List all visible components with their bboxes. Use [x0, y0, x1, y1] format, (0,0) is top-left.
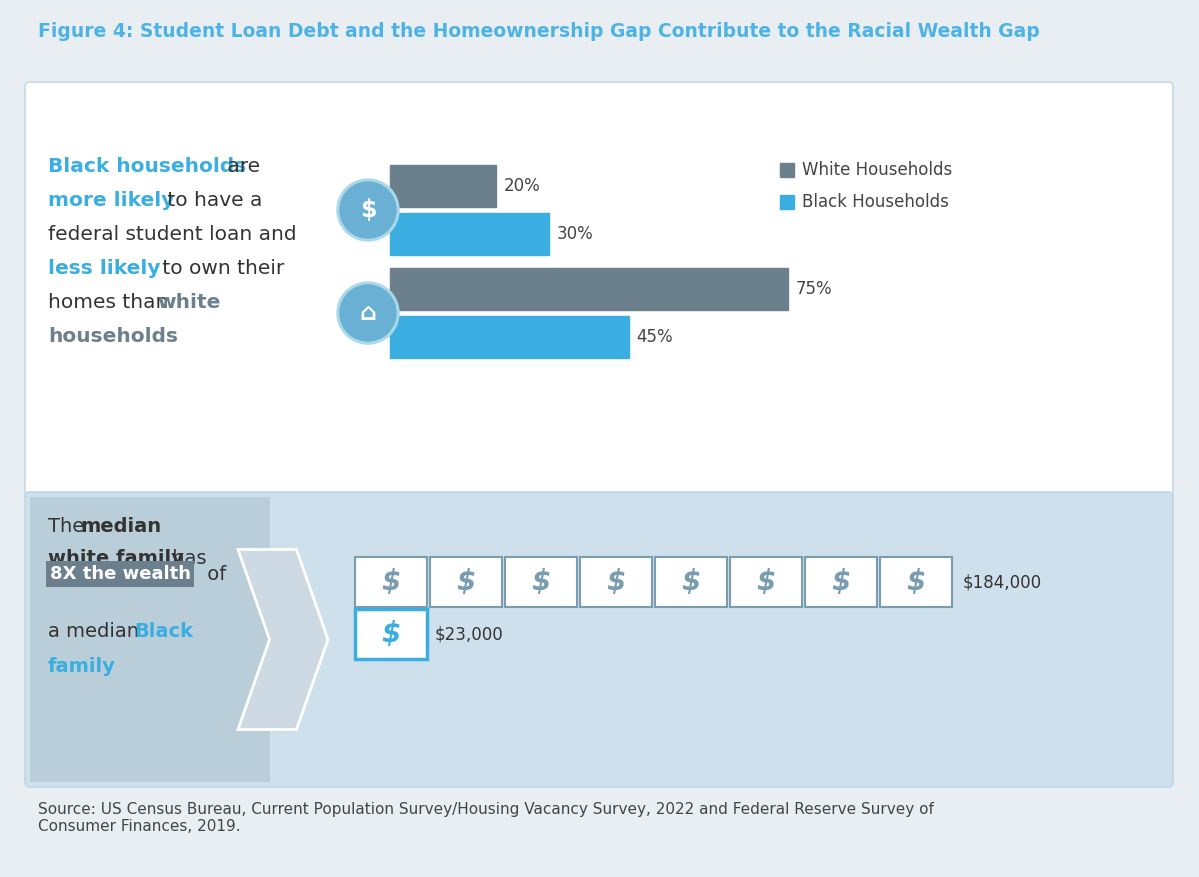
Text: 30%: 30% [558, 225, 594, 243]
Text: $: $ [360, 198, 376, 222]
Text: $: $ [607, 568, 626, 596]
Text: ⌂: ⌂ [360, 301, 376, 325]
Bar [505, 557, 577, 607]
Bar [390, 213, 549, 255]
Text: a median: a median [48, 622, 145, 641]
Bar [781, 163, 794, 177]
Text: $: $ [531, 568, 550, 596]
Text: Black Households: Black Households [802, 193, 948, 211]
Bar [35, 502, 270, 777]
FancyBboxPatch shape [25, 82, 1173, 497]
Bar [355, 557, 427, 607]
Text: Figure 4: Student Loan Debt and the Homeownership Gap Contribute to the Racial W: Figure 4: Student Loan Debt and the Home… [38, 22, 1040, 41]
Text: $: $ [757, 568, 776, 596]
Text: median: median [80, 517, 161, 536]
Bar [390, 268, 788, 310]
Text: Source: US Census Bureau, Current Population Survey/Housing Vacancy Survey, 2022: Source: US Census Bureau, Current Popula… [38, 802, 934, 834]
Text: The: The [48, 517, 90, 536]
Text: households: households [48, 327, 177, 346]
Bar [781, 195, 794, 209]
Text: of: of [201, 565, 227, 583]
Text: Black households: Black households [48, 157, 246, 176]
Text: $: $ [906, 568, 926, 596]
Text: more likely: more likely [48, 191, 174, 210]
Bar [580, 557, 652, 607]
Bar [390, 165, 496, 207]
Text: $: $ [381, 568, 400, 596]
Text: $184,000: $184,000 [963, 573, 1042, 591]
Bar [880, 557, 952, 607]
Bar [655, 557, 727, 607]
Text: 8X the wealth: 8X the wealth [49, 565, 191, 583]
FancyBboxPatch shape [30, 497, 270, 782]
Text: Black: Black [134, 622, 193, 641]
Bar [355, 609, 427, 659]
Text: homes than: homes than [48, 293, 175, 312]
Text: $: $ [681, 568, 700, 596]
Text: White Households: White Households [802, 161, 952, 179]
Text: $23,000: $23,000 [435, 625, 504, 643]
Circle shape [341, 182, 396, 238]
Bar [390, 316, 628, 358]
Bar [805, 557, 876, 607]
Text: less likely: less likely [48, 259, 161, 278]
Text: family: family [48, 657, 116, 676]
Text: to have a: to have a [161, 191, 263, 210]
Bar [430, 557, 502, 607]
Text: white family: white family [48, 549, 183, 568]
Text: federal student loan and: federal student loan and [48, 225, 296, 244]
Text: to own their: to own their [156, 259, 284, 278]
Text: 45%: 45% [637, 328, 673, 346]
Text: $: $ [831, 568, 850, 596]
Text: $: $ [381, 620, 400, 648]
Text: white: white [157, 293, 221, 312]
FancyBboxPatch shape [25, 492, 1173, 787]
Text: 75%: 75% [795, 280, 832, 298]
Text: are: are [221, 157, 260, 176]
Bar [730, 557, 802, 607]
Polygon shape [237, 550, 329, 730]
Text: 20%: 20% [504, 177, 541, 195]
Text: $: $ [457, 568, 476, 596]
Bar [46, 561, 194, 587]
Text: has: has [165, 549, 206, 568]
Circle shape [341, 285, 396, 341]
Circle shape [337, 282, 399, 344]
Circle shape [337, 179, 399, 241]
